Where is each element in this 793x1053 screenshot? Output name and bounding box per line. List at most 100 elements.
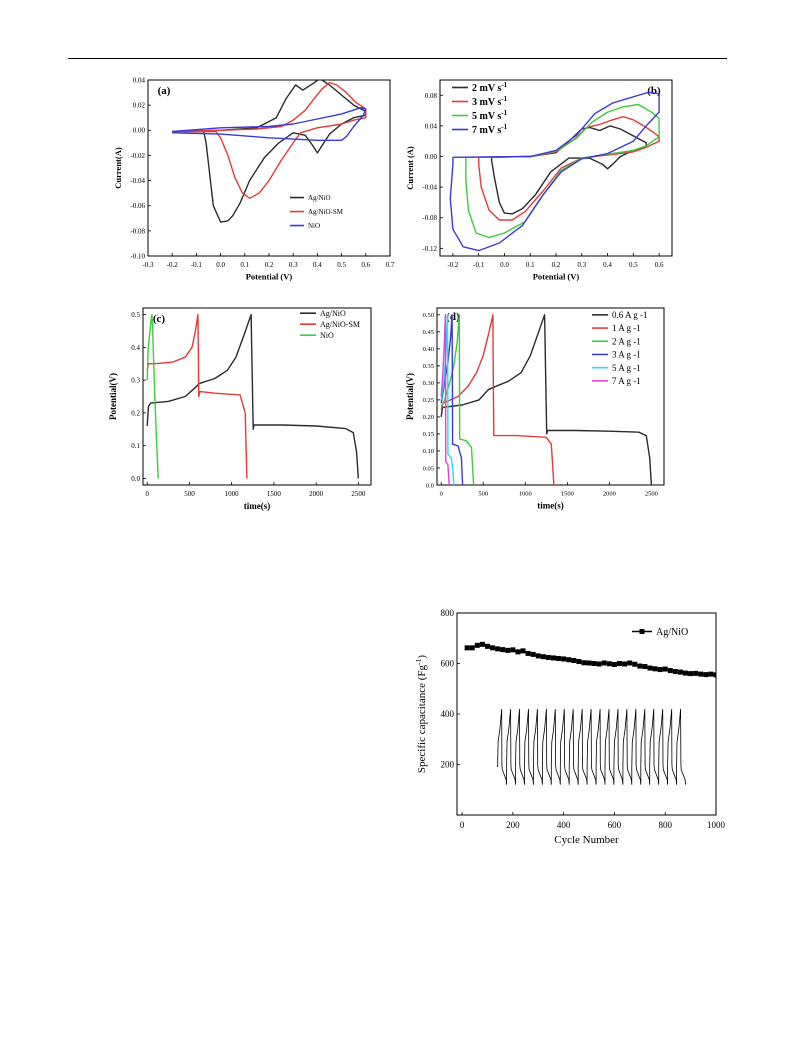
- chart-panel-0: -0.3 -0.2 -0.1 0.0 0.1 0.2 0.3 0.4 0.5 0.6 0.7 -0.1…: [113, 76, 395, 281]
- y-tick-label: 0.25: [423, 397, 434, 404]
- x-axis-label: Cycle Number: [554, 834, 619, 846]
- y-tick-label: -0.04: [130, 177, 145, 185]
- y-tick-label: -0.10: [130, 252, 145, 260]
- data-point: [479, 641, 485, 647]
- x-tick-label: 0.2: [265, 261, 274, 269]
- chart-panel-2: 0 500 1000 1500 2000 2500 0.0 0.1 0.2 0.3 0.4 0.5 ti…: [108, 307, 372, 511]
- x-tick-label: 2000: [603, 491, 616, 498]
- x-tick-label: -0.1: [473, 261, 485, 269]
- data-point: [566, 657, 572, 663]
- data-point: [657, 667, 663, 673]
- y-tick-label: 200: [441, 760, 455, 770]
- plot-area: [440, 314, 653, 485]
- legend-label: 3 A g -1: [612, 350, 641, 360]
- x-tick-label: 800: [658, 820, 672, 830]
- x-tick-label: 500: [184, 490, 195, 498]
- legend-label: 3 mV s-1: [472, 95, 508, 108]
- legend-label: NiO: [308, 222, 320, 230]
- data-point: [688, 671, 694, 677]
- legend-label: Ag/NiO-SM: [320, 320, 360, 329]
- x-tick-label: 1500: [267, 490, 282, 498]
- data-point: [464, 645, 470, 651]
- series-line-3: [449, 91, 660, 252]
- series-line-4: [440, 314, 455, 485]
- data-point: [510, 647, 516, 653]
- data-point: [474, 642, 480, 648]
- x-tick-label: 400: [557, 820, 571, 830]
- x-tick-label: 600: [608, 820, 622, 830]
- data-point: [500, 647, 506, 653]
- data-point: [642, 664, 648, 670]
- data-point: [693, 670, 699, 676]
- data-point: [561, 656, 567, 662]
- data-point: [637, 663, 643, 669]
- legend-label: 5 A g -1: [612, 363, 641, 373]
- data-point: [611, 662, 617, 668]
- x-tick-label: 1000: [225, 490, 240, 498]
- y-axis-label: Current(A): [113, 147, 123, 189]
- x-tick-label: 1000: [519, 491, 532, 498]
- x-tick-label: 0.6: [655, 261, 664, 269]
- data-point: [703, 672, 709, 678]
- data-point: [535, 653, 541, 659]
- y-tick-label: 0.1: [131, 442, 140, 450]
- legend-label: Ag/NiO: [308, 194, 331, 202]
- data-point: [576, 658, 582, 664]
- y-tick-label: -0.02: [130, 152, 145, 160]
- y-tick-label: 0.00: [425, 153, 438, 161]
- x-tick-label: -0.2: [447, 261, 459, 269]
- x-tick-label: 0.0: [216, 261, 225, 269]
- y-tick-label: 0.0: [131, 475, 140, 483]
- y-tick-label: 0.2: [131, 409, 140, 417]
- x-tick-label: 1500: [561, 491, 574, 498]
- y-tick-label: 0.3: [131, 377, 140, 385]
- legend-label: NiO: [320, 331, 334, 340]
- x-tick-label: -0.2: [167, 261, 179, 269]
- data-point: [495, 646, 501, 652]
- series-line-2: [465, 103, 660, 239]
- data-point: [601, 660, 607, 666]
- data-point: [622, 661, 628, 667]
- series-line-1: [440, 314, 555, 485]
- data-point: [662, 666, 668, 672]
- x-tick-label: 2500: [645, 491, 658, 498]
- x-tick-label: 0.4: [313, 261, 322, 269]
- data-point: [667, 668, 673, 674]
- data-point: [586, 660, 592, 666]
- x-tick-label: 0.0: [500, 261, 509, 269]
- y-axis-label: Potential(V): [405, 373, 415, 420]
- x-tick-label: 0.3: [289, 261, 298, 269]
- data-point: [698, 671, 704, 677]
- y-tick-label: -0.06: [130, 202, 145, 210]
- chart-panel-3: 0 500 1000 1500 2000 2500 0.0 0.05 0.10 0.15 0.20 0…: [405, 307, 665, 511]
- data-point: [469, 645, 475, 651]
- x-tick-label: 1000: [707, 820, 726, 830]
- data-point: [490, 645, 496, 651]
- legend-label: 5 mV s-1: [472, 109, 508, 122]
- y-tick-label: -0.12: [422, 245, 437, 253]
- chart-panel-4: 0 200 400 600 800 1000 200 400 600 800 Cycle Numbe…: [414, 608, 726, 846]
- inset-cycle-curves: [497, 708, 686, 785]
- data-point: [545, 654, 551, 660]
- data-point: [525, 650, 531, 656]
- chart-panel-1: -0.2 -0.1 0.0 0.1 0.2 0.3 0.4 0.5 0.6 -0.12 -0.08 -…: [405, 79, 673, 282]
- y-tick-label: 0.05: [423, 465, 434, 472]
- x-tick-label: 200: [506, 820, 520, 830]
- data-point: [556, 655, 562, 661]
- data-point: [677, 669, 683, 675]
- legend-label: 2 mV s-1: [472, 81, 508, 94]
- y-tick-label: 0.00: [133, 127, 146, 135]
- x-tick-label: 0: [460, 820, 465, 830]
- x-tick-label: 2500: [351, 490, 366, 498]
- data-point: [708, 671, 714, 677]
- x-axis-label: Potential (V): [533, 272, 580, 282]
- y-tick-label: 0.35: [423, 363, 434, 370]
- y-tick-label: 0.5: [131, 311, 140, 319]
- panel-label: (c): [153, 313, 166, 325]
- y-tick-label: 0.40: [423, 346, 434, 353]
- y-tick-label: 0.02: [133, 102, 146, 110]
- legend-label: 7 mV s-1: [472, 123, 508, 136]
- data-point: [520, 648, 526, 654]
- y-tick-label: 0.15: [423, 431, 434, 438]
